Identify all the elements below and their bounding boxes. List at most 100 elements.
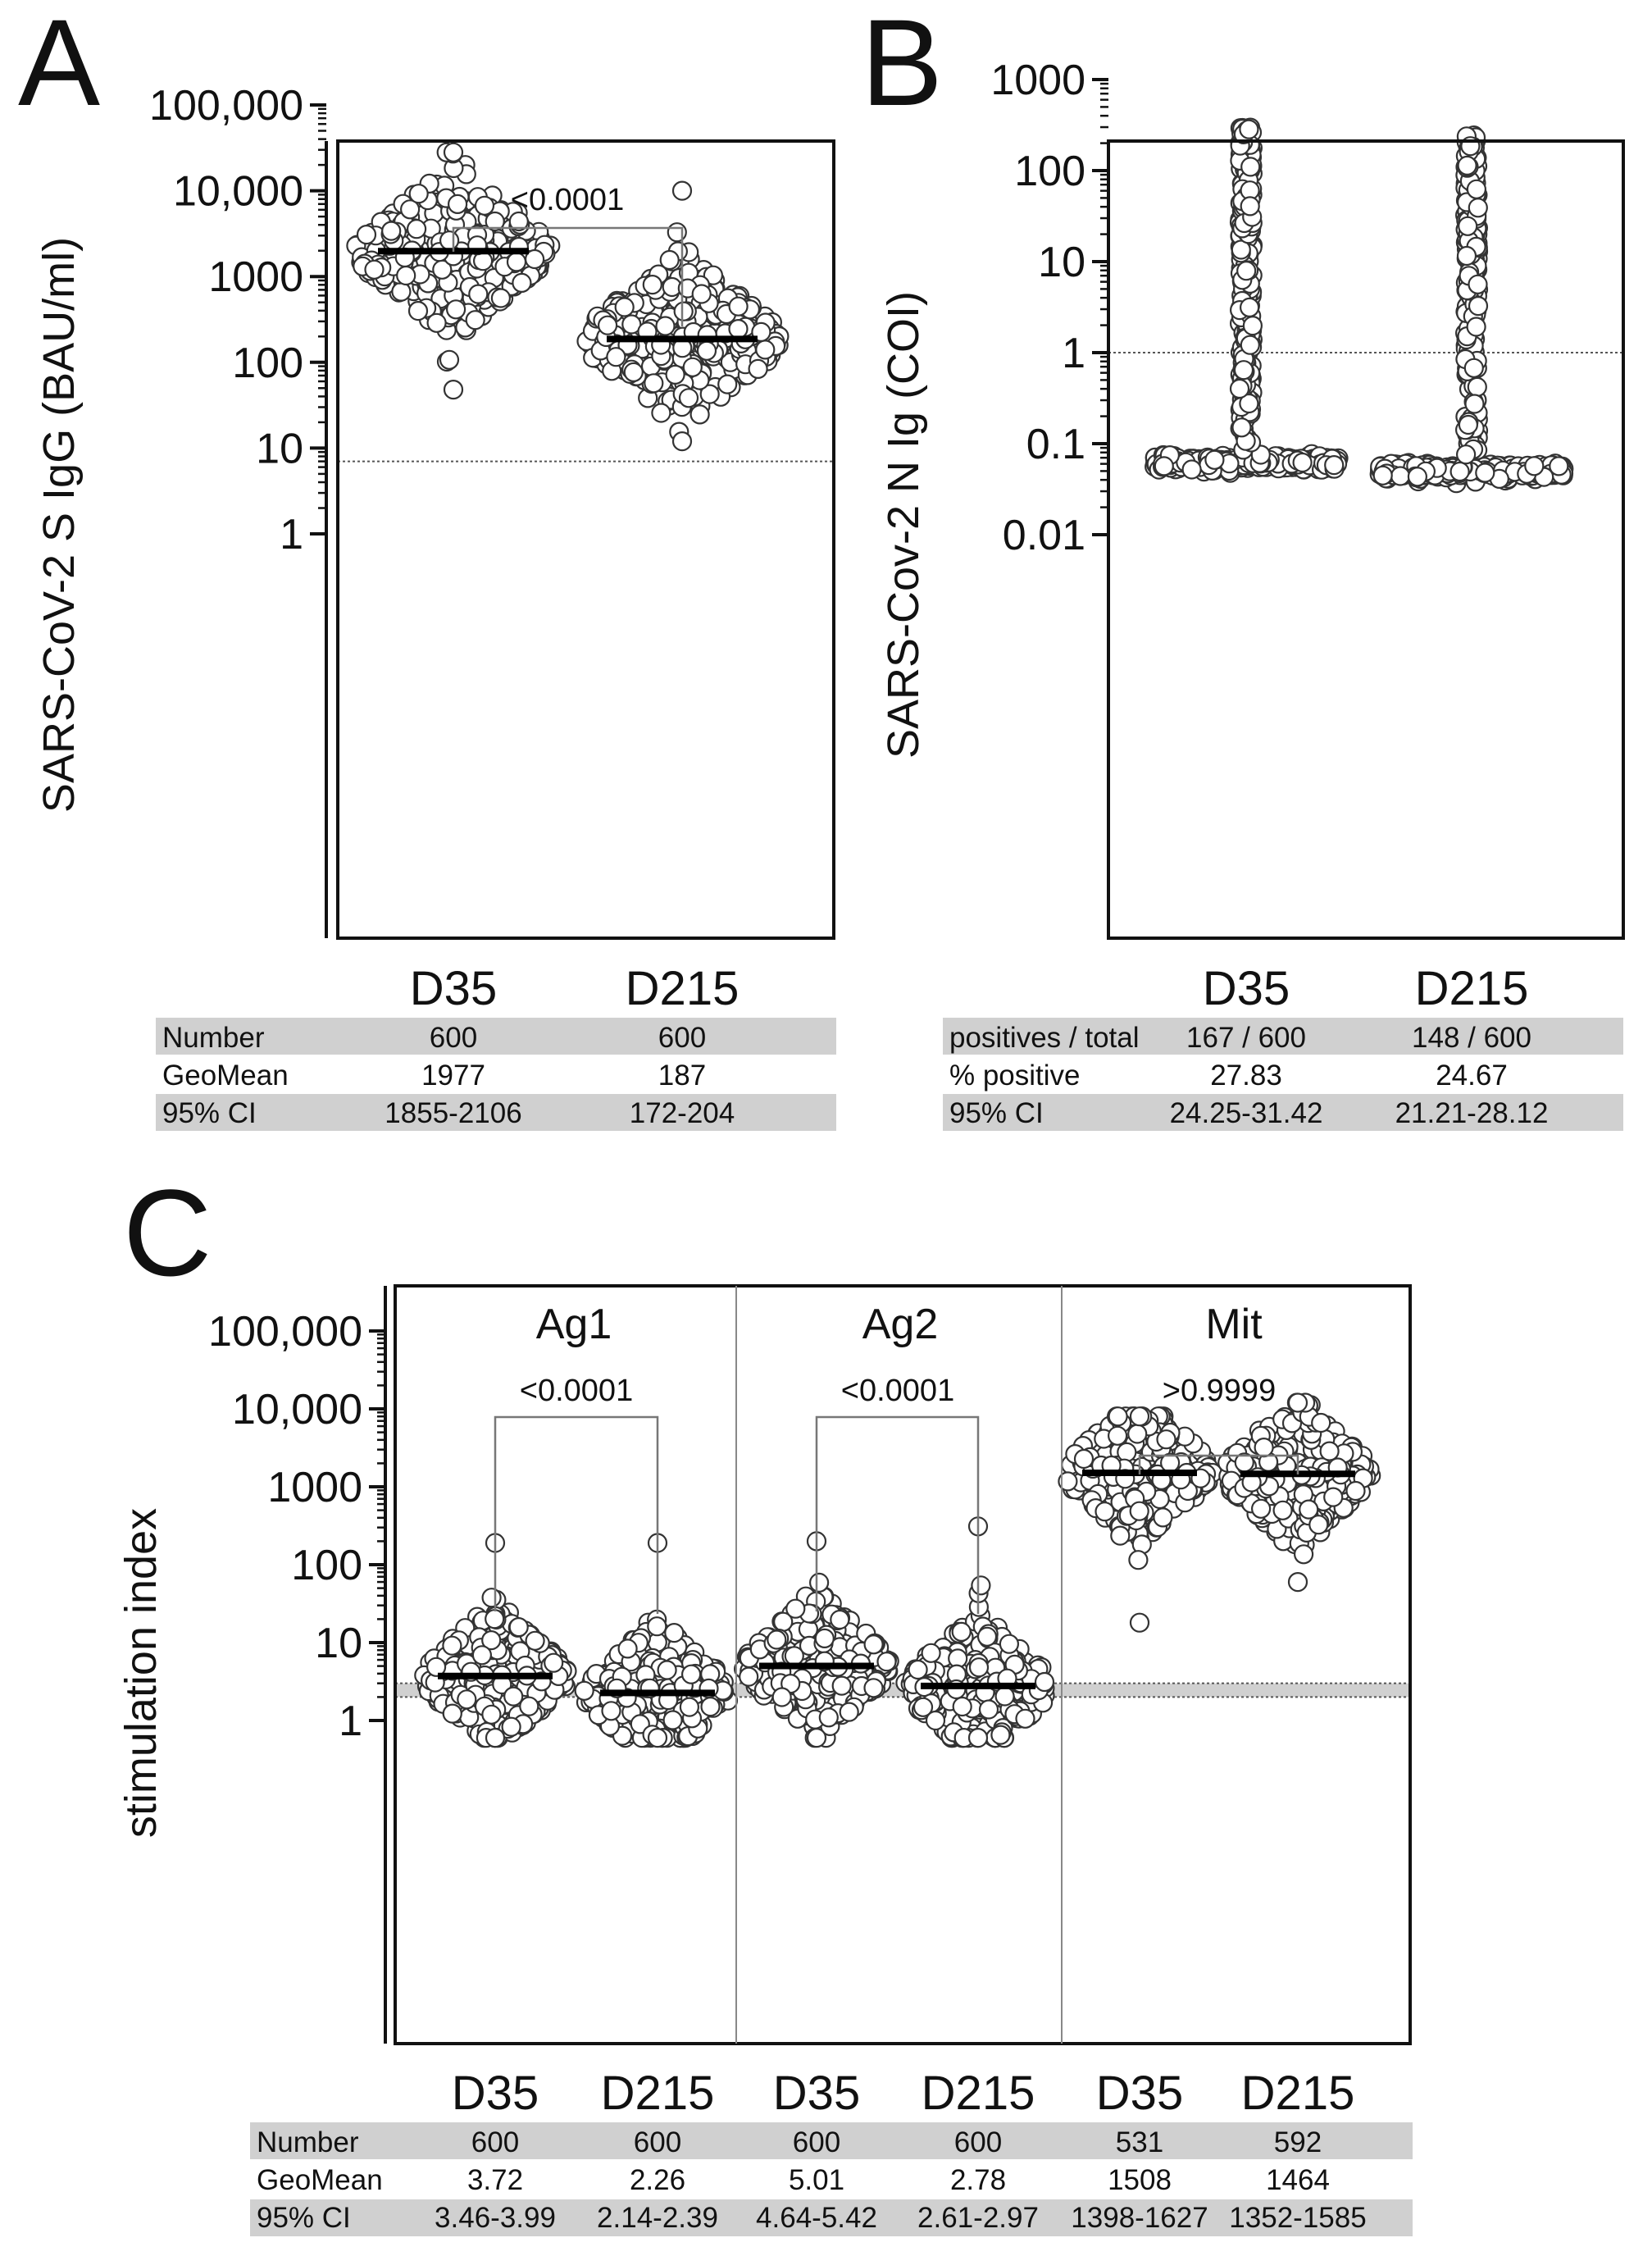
panel-c-chart: stimulation index 1 10 100 1000 10,000 100,00…: [116, 1284, 1413, 2236]
panel-a-y-ticks: 1 10 100 1000 10,000 100,000: [149, 82, 326, 558]
data-point: [921, 1643, 941, 1663]
data-point: [655, 316, 676, 336]
panel-c-table-cell: 2.78: [950, 2164, 1006, 2196]
data-point: [876, 1652, 897, 1672]
y-tick-label: 1: [280, 511, 303, 558]
panel-c-table-label-ci: 95% CI: [257, 2202, 351, 2234]
data-point: [976, 1626, 998, 1647]
y-tick-label: 1000: [990, 57, 1085, 104]
data-point: [728, 296, 749, 317]
panel-c-plot-area: [395, 1392, 1410, 1748]
y-tick-label: 0.01: [1003, 512, 1085, 559]
panel-a-frame: [336, 139, 835, 940]
data-point: [356, 225, 377, 245]
panel-a-table-cell: 1855-2106: [385, 1097, 521, 1129]
data-point: [647, 1728, 668, 1748]
data-point: [671, 431, 693, 452]
panel-c-table-cell: 600: [954, 2126, 1002, 2158]
panel-a-table-cell: 187: [658, 1060, 706, 1092]
data-point: [1468, 198, 1488, 218]
data-point: [651, 403, 671, 423]
data-point: [647, 1616, 667, 1637]
data-point: [679, 1697, 700, 1717]
data-point: [748, 358, 768, 379]
data-point: [407, 301, 429, 321]
data-point: [1319, 1441, 1340, 1461]
data-point: [481, 1588, 502, 1608]
panel-c-p-value-ag1: <0.0001: [520, 1374, 633, 1408]
data-point: [525, 1630, 545, 1651]
panel-a-comparison-bracket: [452, 226, 684, 326]
data-point: [443, 142, 464, 162]
panel-b-plot-area: [1108, 117, 1623, 494]
data-point: [1015, 1708, 1035, 1729]
data-point: [1308, 1515, 1329, 1535]
panel-b-table-cell: 21.21-28.12: [1395, 1097, 1549, 1129]
data-point: [771, 1687, 792, 1707]
data-point: [1466, 317, 1486, 337]
panel-c-table-cell: 531: [1116, 2126, 1163, 2158]
panel-a-table-label-number: Number: [162, 1022, 265, 1054]
data-point: [519, 1696, 539, 1716]
panel-c-group-ag2: Ag2: [862, 1301, 939, 1348]
data-point: [1239, 297, 1260, 317]
data-point: [501, 1716, 521, 1737]
panel-c-x-label: D215: [922, 2067, 1035, 2120]
data-point: [1449, 461, 1470, 482]
data-point: [1458, 216, 1478, 236]
data-point: [426, 1657, 447, 1677]
data-point: [951, 1621, 972, 1643]
data-point: [481, 1629, 502, 1651]
data-point: [601, 1701, 621, 1721]
y-tick-label: 1: [1062, 330, 1085, 377]
panel-c-label: C: [123, 1164, 212, 1301]
data-point: [767, 1629, 787, 1650]
panel-c-p-value-mit: >0.9999: [1163, 1374, 1276, 1408]
data-point: [994, 1686, 1015, 1707]
panel-b-table: positives / total 167 / 600 148 / 600 % …: [943, 1018, 1623, 1131]
panel-c-table-cell: 1352-1585: [1229, 2202, 1366, 2234]
panel-a-table-cell: 1977: [421, 1060, 485, 1092]
data-point: [1231, 417, 1252, 438]
data-point: [1242, 316, 1263, 336]
data-point: [364, 259, 385, 280]
panel-c-frame: [394, 1284, 1412, 2045]
panel-b-table-cell: 148 / 600: [1412, 1022, 1531, 1054]
data-point: [574, 1680, 594, 1701]
data-point: [1154, 456, 1174, 476]
data-point: [623, 362, 644, 382]
data-point: [863, 1634, 884, 1655]
data-point: [642, 275, 662, 295]
data-point: [1456, 245, 1477, 267]
data-point: [1467, 376, 1487, 397]
data-point: [1129, 1406, 1150, 1427]
data-point: [1181, 459, 1202, 480]
data-point: [863, 1678, 884, 1698]
data-point: [442, 1703, 462, 1724]
data-point: [703, 265, 724, 285]
data-point: [1455, 444, 1477, 465]
panel-a-table-cell: 172-204: [630, 1097, 735, 1129]
panel-c-table-cell: 1508: [1108, 2164, 1172, 2196]
data-point: [659, 249, 680, 271]
data-point: [1229, 378, 1250, 399]
panel-c-table-shade-row-1: [250, 2122, 1413, 2159]
panel-b-label: B: [861, 0, 943, 131]
data-point: [667, 222, 687, 243]
panel-a-x-label-d35: D35: [410, 962, 497, 1015]
data-point: [508, 1616, 529, 1638]
panel-c-y-ticks: 1 10 100 1000 10,000 100,000: [208, 1308, 385, 1745]
panel-c-table-cell: 2.14-2.39: [597, 2202, 718, 2234]
data-point: [971, 1575, 991, 1596]
data-point: [1034, 1671, 1055, 1693]
panel-a-table-label-ci: 95% CI: [162, 1097, 257, 1129]
panel-b-table-label-positives: positives / total: [949, 1022, 1140, 1054]
data-point: [508, 211, 529, 232]
data-point: [408, 184, 429, 204]
data-point: [621, 314, 642, 335]
data-point: [1468, 274, 1488, 294]
panel-b-table-label-ci: 95% CI: [949, 1097, 1044, 1129]
data-point: [396, 265, 416, 286]
data-point: [1287, 1392, 1308, 1413]
y-tick-label: 10,000: [173, 168, 303, 216]
